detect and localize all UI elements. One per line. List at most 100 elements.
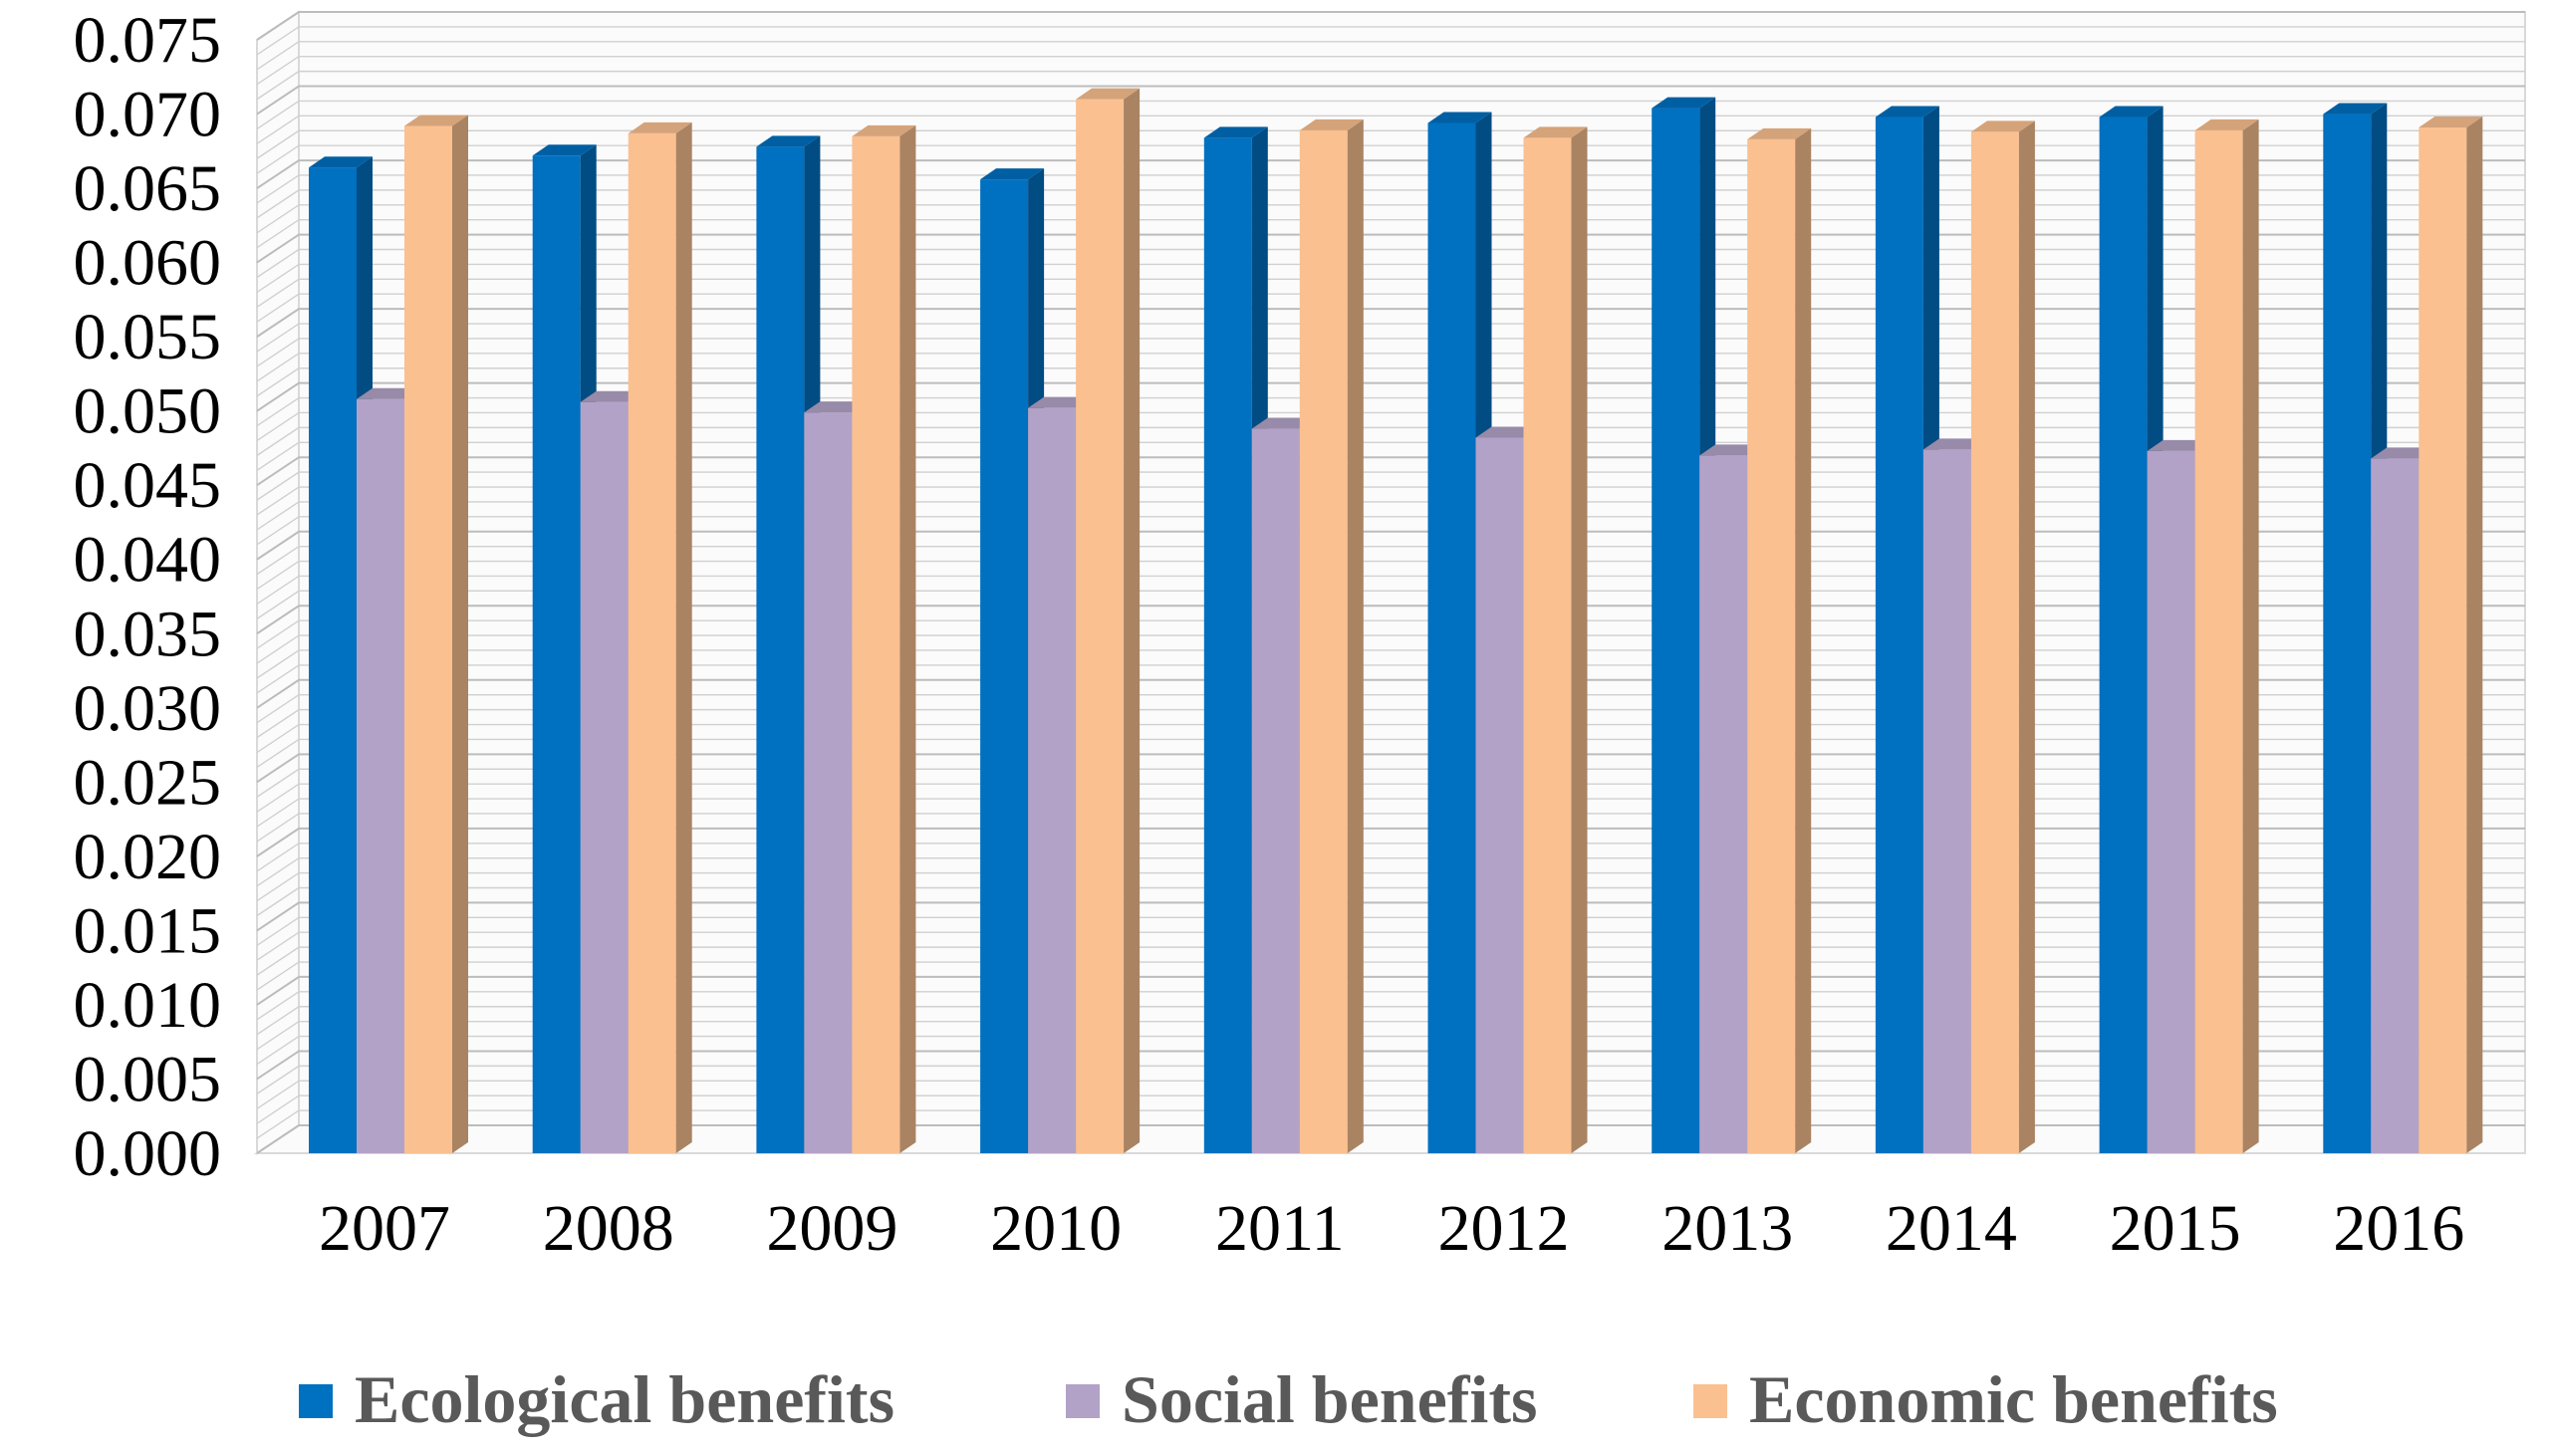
bar-economic-benefits-2012 bbox=[1523, 126, 1588, 1153]
bar-economic-benefits-2016 bbox=[2419, 116, 2483, 1153]
bar-front bbox=[1747, 138, 1796, 1154]
minor-gridline bbox=[256, 115, 2525, 144]
y-tick-label: 0.060 bbox=[74, 227, 222, 300]
y-tick-label: 0.075 bbox=[74, 4, 222, 77]
y-tick-label: 0.045 bbox=[74, 449, 222, 522]
bar-ecological-benefits-2016 bbox=[2323, 103, 2388, 1154]
x-tick-label: 2010 bbox=[990, 1192, 1122, 1265]
bar-top bbox=[1747, 127, 1812, 139]
bar-social-benefits-2013 bbox=[1699, 444, 1764, 1153]
bar-top bbox=[404, 115, 468, 126]
y-tick-label: 0.000 bbox=[74, 1117, 222, 1190]
bar-side bbox=[675, 121, 692, 1154]
legend-swatch bbox=[1066, 1384, 1100, 1418]
minor-gridline bbox=[256, 70, 2525, 101]
bar-front bbox=[1699, 455, 1748, 1153]
bar-front bbox=[2419, 126, 2467, 1153]
legend-swatch bbox=[299, 1384, 333, 1418]
bar-economic-benefits-2010 bbox=[1076, 88, 1141, 1153]
bar-front bbox=[804, 412, 853, 1153]
x-tick-label: 2016 bbox=[2333, 1192, 2464, 1265]
bar-front bbox=[852, 135, 900, 1154]
bar-front bbox=[1028, 407, 1077, 1154]
bar-economic-benefits-2009 bbox=[852, 124, 916, 1154]
bar-side bbox=[1347, 119, 1364, 1153]
bar-front bbox=[1251, 428, 1300, 1153]
bars bbox=[309, 88, 2483, 1154]
x-tick-label: 2008 bbox=[543, 1192, 674, 1265]
x-tick-label: 2009 bbox=[766, 1192, 897, 1265]
bar-top bbox=[1875, 106, 1939, 118]
minor-gridline bbox=[256, 100, 2525, 130]
bar-front bbox=[309, 167, 357, 1153]
bar-front bbox=[357, 398, 404, 1153]
y-tick-label: 0.030 bbox=[74, 672, 222, 745]
bar-top bbox=[628, 121, 692, 133]
bar-side bbox=[2242, 119, 2259, 1153]
bar-top bbox=[1970, 121, 2035, 132]
x-tick-label: 2013 bbox=[1661, 1192, 1793, 1265]
bar-front bbox=[980, 179, 1029, 1153]
legend-label: Social benefits bbox=[1122, 1361, 1537, 1437]
bar-top bbox=[309, 156, 373, 168]
bar-front bbox=[756, 146, 805, 1153]
bar-economic-benefits-2015 bbox=[2194, 119, 2259, 1153]
y-tick-label: 0.020 bbox=[74, 821, 222, 893]
bar-front bbox=[2147, 450, 2195, 1153]
bar-top bbox=[2419, 116, 2483, 127]
bar-economic-benefits-2013 bbox=[1747, 127, 1812, 1154]
bar-economic-benefits-2008 bbox=[628, 121, 692, 1154]
bar-side bbox=[1795, 127, 1812, 1154]
bar-top bbox=[2099, 106, 2164, 118]
y-tick-label: 0.065 bbox=[74, 152, 222, 225]
bar-front bbox=[1875, 117, 1923, 1154]
x-tick-label: 2012 bbox=[1438, 1192, 1570, 1265]
legend-swatch bbox=[1693, 1384, 1727, 1418]
bar-economic-benefits-2011 bbox=[1299, 119, 1364, 1153]
y-tick-label: 0.025 bbox=[74, 746, 222, 819]
y-tick-label: 0.010 bbox=[74, 969, 222, 1042]
bar-side bbox=[2466, 116, 2483, 1153]
bar-top bbox=[852, 124, 916, 136]
bar-top bbox=[1652, 97, 1716, 109]
y-tick-label: 0.005 bbox=[74, 1043, 222, 1115]
bar-top bbox=[1523, 126, 1588, 138]
x-axis: 2007 2008 2009 2010 2011 2012 2013 2014 2015 2016 bbox=[319, 1192, 2464, 1265]
bar-front bbox=[1523, 137, 1572, 1153]
bar-side bbox=[1124, 88, 1141, 1153]
bar-side bbox=[899, 124, 916, 1154]
major-gridline bbox=[256, 11, 2525, 41]
y-tick-label: 0.015 bbox=[74, 894, 222, 967]
legend-item-ecological-benefits: Ecological benefits bbox=[299, 1361, 894, 1437]
bar-top bbox=[1299, 119, 1364, 130]
minor-gridline bbox=[256, 56, 2525, 86]
x-tick-label: 2014 bbox=[1886, 1192, 2017, 1265]
legend-item-social-benefits: Social benefits bbox=[1066, 1361, 1537, 1437]
legend-item-economic-benefits: Economic benefits bbox=[1693, 1361, 2278, 1437]
y-axis: 0.0000.0050.0100.0150.0200.0250.0300.035… bbox=[74, 4, 222, 1190]
legend: Ecological benefits Social benefits Econom… bbox=[299, 1361, 2278, 1437]
bar-front bbox=[1970, 131, 2019, 1153]
x-tick-label: 2011 bbox=[1215, 1192, 1345, 1265]
minor-gridline bbox=[256, 26, 2525, 56]
minor-gridline bbox=[256, 41, 2525, 71]
legend-label: Ecological benefits bbox=[355, 1361, 894, 1437]
y-tick-label: 0.040 bbox=[74, 524, 222, 597]
bar-economic-benefits-2007 bbox=[404, 115, 468, 1154]
bar-front bbox=[2323, 114, 2372, 1154]
y-tick-label: 0.050 bbox=[74, 375, 222, 448]
bar-side bbox=[1571, 126, 1588, 1153]
bar-front bbox=[580, 401, 629, 1153]
bar-front bbox=[2371, 458, 2420, 1153]
bar-top bbox=[1427, 112, 1492, 123]
bar-top bbox=[1203, 126, 1268, 138]
bar-front bbox=[1652, 108, 1700, 1153]
bar-side bbox=[2018, 121, 2035, 1153]
bar-side bbox=[452, 115, 468, 1154]
bar-top bbox=[532, 144, 597, 156]
bar-front bbox=[1203, 137, 1252, 1153]
bar-front bbox=[532, 155, 581, 1154]
bar-top bbox=[2323, 103, 2388, 115]
x-tick-label: 2007 bbox=[319, 1192, 450, 1265]
